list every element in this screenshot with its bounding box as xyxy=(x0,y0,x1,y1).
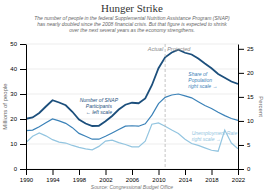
tick-mark xyxy=(238,169,244,170)
tick-label: 2014 xyxy=(179,177,193,183)
tick-label: 30 xyxy=(10,91,17,97)
tick-label: 2018 xyxy=(205,177,219,183)
grid-line xyxy=(26,69,238,70)
y-tick: 40 xyxy=(10,66,26,72)
tick-label: 2010 xyxy=(152,177,166,183)
tick-mark xyxy=(238,145,244,146)
subtitle-line: over the next several years as the econo… xyxy=(69,27,195,33)
y2-axis-title: Percent xyxy=(258,96,264,117)
x-tick: 1998 xyxy=(73,169,87,183)
tick-mark xyxy=(159,169,160,175)
grid-line xyxy=(26,144,238,145)
x-tick: 2010 xyxy=(152,169,166,183)
grid-line xyxy=(26,94,238,95)
y-tick: 0 xyxy=(14,166,26,172)
x-tick: 2022 xyxy=(232,169,246,183)
tick-label: 2022 xyxy=(232,177,246,183)
y-tick: 50 xyxy=(10,41,26,47)
tick-label: 1990 xyxy=(20,177,34,183)
tick-mark xyxy=(238,73,244,74)
series-line xyxy=(26,123,238,151)
y-axis-title: Millions of people xyxy=(2,83,8,130)
tick-label: 40 xyxy=(10,66,17,72)
annotation-line: right scale → xyxy=(188,83,217,89)
annotation-line: right scale → xyxy=(192,136,221,142)
annotation: Number of SNAPParticipants← left scale xyxy=(80,97,119,115)
y-tick: 10 xyxy=(10,141,26,147)
tick-mark xyxy=(238,121,244,122)
y2-tick: 0 xyxy=(238,166,251,172)
y2-tick: 20 xyxy=(238,70,254,76)
tick-mark xyxy=(106,169,107,175)
x-tick: 2006 xyxy=(126,169,140,183)
tick-label: 0 xyxy=(14,166,18,172)
axis-line xyxy=(238,45,239,170)
annotation-line: ← left scale xyxy=(86,109,112,115)
chart: Hunger StrikeThe number of people in the… xyxy=(0,0,264,191)
tick-label: 5 xyxy=(247,142,251,148)
tick-label: 20 xyxy=(247,70,254,76)
x-tick: 2002 xyxy=(99,169,113,183)
tick-mark xyxy=(53,169,54,175)
tick-label: 1994 xyxy=(46,177,60,183)
tick-mark xyxy=(20,69,26,70)
y-axis: 0 10 20 30 40 50 xyxy=(10,41,26,172)
tick-label: 1998 xyxy=(73,177,87,183)
grid xyxy=(26,44,238,169)
tick-mark xyxy=(20,144,26,145)
marks xyxy=(26,44,238,169)
x-tick: 2014 xyxy=(179,169,193,183)
grid-line xyxy=(26,119,238,120)
tick-mark xyxy=(20,169,26,170)
tick-mark xyxy=(185,169,186,175)
subtitle: The number of people in the federal Supp… xyxy=(34,15,230,33)
axis-line xyxy=(26,45,27,170)
plot: 1990199419982002200620102014201820220102… xyxy=(10,41,254,183)
tick-label: 0 xyxy=(247,166,251,172)
tick-mark xyxy=(212,169,213,175)
y2-tick: 25 xyxy=(238,46,254,52)
y-tick: 20 xyxy=(10,116,26,122)
y-tick: 30 xyxy=(10,91,26,97)
tick-label: 2006 xyxy=(126,177,140,183)
x-tick: 1994 xyxy=(46,169,60,183)
annotations: ActualProjected Number of SNAPParticipant… xyxy=(80,46,238,142)
tick-label: 2002 xyxy=(99,177,113,183)
tick-label: 10 xyxy=(10,141,17,147)
tick-mark xyxy=(238,97,244,98)
y2-axis: 0 5 10 15 20 25 xyxy=(238,45,254,173)
grid-line xyxy=(26,44,238,45)
tick-label: 25 xyxy=(247,46,254,52)
tick-mark xyxy=(26,169,27,175)
tick-label: 10 xyxy=(247,118,254,124)
tick-label: 20 xyxy=(10,116,17,122)
series-line xyxy=(26,94,238,139)
tick-mark xyxy=(79,169,80,175)
x-tick: 2018 xyxy=(205,169,219,183)
split-label: Projected xyxy=(167,46,191,52)
split-line xyxy=(165,44,166,169)
tick-label: 50 xyxy=(10,41,17,47)
tick-label: 15 xyxy=(247,94,254,100)
tick-mark xyxy=(132,169,133,175)
tick-mark xyxy=(238,49,244,50)
y2-tick: 10 xyxy=(238,118,254,124)
tick-mark xyxy=(20,44,26,45)
tick-mark xyxy=(20,119,26,120)
y2-tick: 5 xyxy=(238,142,251,148)
y2-tick: 15 xyxy=(238,94,254,100)
source: Source: Congressional Budget Office xyxy=(91,184,173,190)
split-label: Actual xyxy=(147,46,164,52)
annotation: Share ofPopulationright scale → xyxy=(188,71,217,89)
x-tick: 1990 xyxy=(20,169,34,183)
title: Hunger Strike xyxy=(101,2,163,14)
tick-mark xyxy=(20,94,26,95)
x-axis: 1990 1994 1998 2002 2006 2010 2014 2018 2022 xyxy=(20,169,246,183)
annotation: Unemployment Rateright scale → xyxy=(192,130,238,142)
series-line xyxy=(26,50,238,126)
